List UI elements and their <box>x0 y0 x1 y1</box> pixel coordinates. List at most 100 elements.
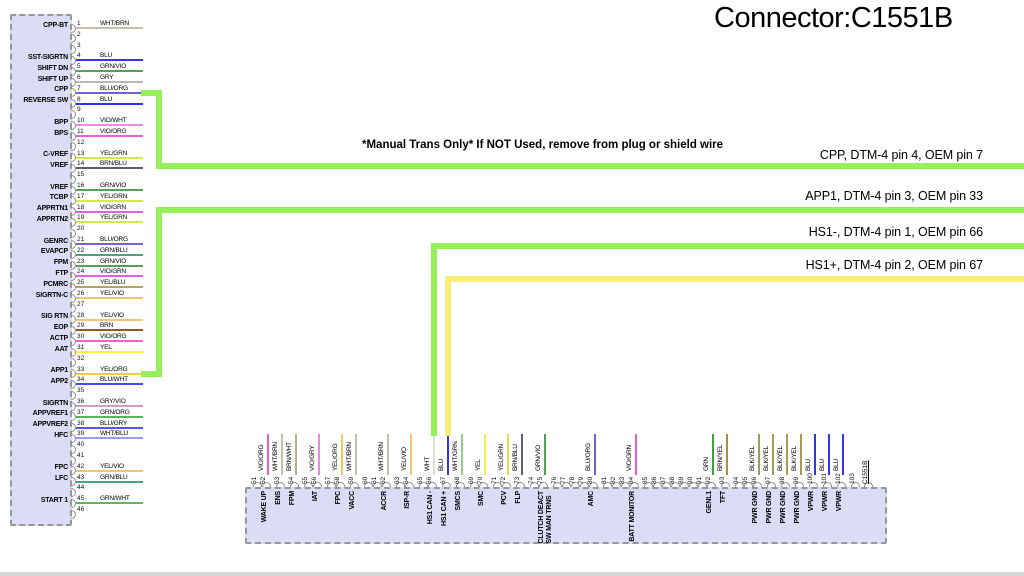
pin-socket-arc <box>795 482 804 487</box>
route-label-app1: APP1, DTM-4 pin 3, OEM pin 33 <box>805 189 983 203</box>
pin-wire <box>76 221 143 224</box>
signal-label: FPC <box>335 491 342 505</box>
signal-label: SST-SIGRTN <box>27 53 68 61</box>
signal-label: BPS <box>54 129 68 137</box>
wire-color-label: YEL/GRN <box>100 192 128 200</box>
signal-label: PCV <box>501 491 508 505</box>
signal-label: ACCR <box>381 491 388 511</box>
pin-socket-arc <box>671 482 680 487</box>
pin-socket-arc <box>71 217 76 227</box>
pin-wire <box>76 264 143 267</box>
signal-label: C-VREF <box>43 151 68 159</box>
wire-color-label: GRY <box>100 74 114 81</box>
pin-socket-arc <box>71 55 76 65</box>
pin-wire <box>76 102 143 105</box>
signal-label: FLP <box>515 491 522 504</box>
pin-socket-arc <box>493 482 502 487</box>
signal-label: TFT <box>720 491 727 504</box>
pin-number: 15 <box>77 171 85 179</box>
pin-number: 84 <box>628 476 635 484</box>
pin-wire <box>447 434 449 475</box>
pin-socket-arc <box>276 482 285 487</box>
pin-wire <box>76 124 143 127</box>
wire-color-label: GRN/VIO <box>534 444 542 471</box>
pin-socket-arc <box>71 185 76 195</box>
pin-socket-arc <box>470 482 479 487</box>
pin-socket-arc <box>612 482 621 487</box>
signal-label: FPC <box>54 464 69 472</box>
pin-wire <box>635 434 637 475</box>
pin-number: 88 <box>669 476 676 484</box>
pin-wire <box>76 156 143 159</box>
wire-color-label: GRN/BLU <box>100 246 128 254</box>
pin-socket-arc <box>405 482 414 487</box>
pin-socket-arc <box>350 482 359 487</box>
pin-number: 45 <box>77 495 85 503</box>
signal-label: VACC <box>349 491 356 510</box>
pin-socket-arc <box>680 482 689 487</box>
signal-label: CPP-BT <box>43 21 68 29</box>
wire-color-label: BLK/YEL <box>748 446 756 471</box>
signal-label: SMC <box>478 491 485 506</box>
pin-number: 63 <box>394 476 401 484</box>
wire-color-label: YEL/VIO <box>100 311 124 319</box>
pin-number: 78 <box>569 476 576 484</box>
signal-label: IAT <box>312 491 319 502</box>
pin-number: 3 <box>77 41 81 49</box>
pin-number: 95 <box>742 476 749 484</box>
pin-wire <box>726 434 728 475</box>
pin-wire <box>295 434 297 475</box>
pin-number: 66 <box>426 476 433 484</box>
pin-number: 67 <box>440 476 447 484</box>
route-label-hs1m: HS1-, DTM-4 pin 1, OEM pin 66 <box>808 225 983 239</box>
wire-color-label: VIO/GRN <box>100 203 127 211</box>
pin-number: 24 <box>77 268 85 276</box>
pin-socket-arc <box>539 482 548 487</box>
pin-socket-arc <box>698 482 707 487</box>
pin-number: 59 <box>348 476 355 484</box>
pin-number: 30 <box>77 333 85 341</box>
pin-number: 52 <box>260 476 267 484</box>
pin-wire <box>76 189 143 191</box>
pin-socket-arc <box>71 498 76 508</box>
wire-color-label: GRN/ORG <box>100 408 130 416</box>
pin-number: 23 <box>77 257 85 265</box>
pin-number: 58 <box>334 476 341 484</box>
signal-label: WAKE UP <box>261 491 268 523</box>
pin-wire <box>341 434 343 475</box>
signal-label: VPWR <box>822 491 829 512</box>
pin-socket-arc <box>71 325 76 335</box>
wire-color-label: BLU/GRY <box>100 419 128 427</box>
pin-number: 83 <box>619 476 626 484</box>
pin-number: 98 <box>779 476 786 484</box>
pin-number: 72 <box>500 476 507 484</box>
pin-socket-arc <box>71 347 76 357</box>
signal-label: EOP <box>53 323 68 331</box>
wire-color-label: VIO/GRN <box>625 444 633 471</box>
pin-wire <box>76 91 143 94</box>
wire-color-label: BLU <box>818 458 826 471</box>
pin-number: 41 <box>77 452 85 459</box>
manual-trans-note: *Manual Trans Only* If NOT Used, remove … <box>362 139 724 151</box>
pin-wire <box>76 351 143 353</box>
pin-number: 28 <box>77 311 85 319</box>
pin-socket-arc <box>644 482 653 487</box>
signal-label: PCMRC <box>43 280 68 288</box>
signal-label: LFC <box>54 475 68 483</box>
signal-label: SIG RTN <box>41 313 68 321</box>
pin-number: 20 <box>77 225 85 233</box>
wire-color-label: YEL/VIO <box>400 447 408 471</box>
route-label-cpp: CPP, DTM-4 pin 4, OEM pin 7 <box>819 148 983 162</box>
pin-socket-arc <box>630 482 639 487</box>
pin-number: 93 <box>719 476 726 484</box>
pin-socket-arc <box>71 304 76 314</box>
pin-number: 61 <box>371 476 378 484</box>
wire-color-label: GRN <box>702 457 710 471</box>
pin-number: 36 <box>77 398 85 405</box>
pin-socket-arc <box>71 358 76 368</box>
pin-number: 27 <box>77 300 85 308</box>
pin-socket-arc <box>744 482 753 487</box>
pin-number: 5 <box>77 63 81 71</box>
pin-socket-arc <box>653 482 662 487</box>
pin-socket-arc <box>71 163 76 173</box>
